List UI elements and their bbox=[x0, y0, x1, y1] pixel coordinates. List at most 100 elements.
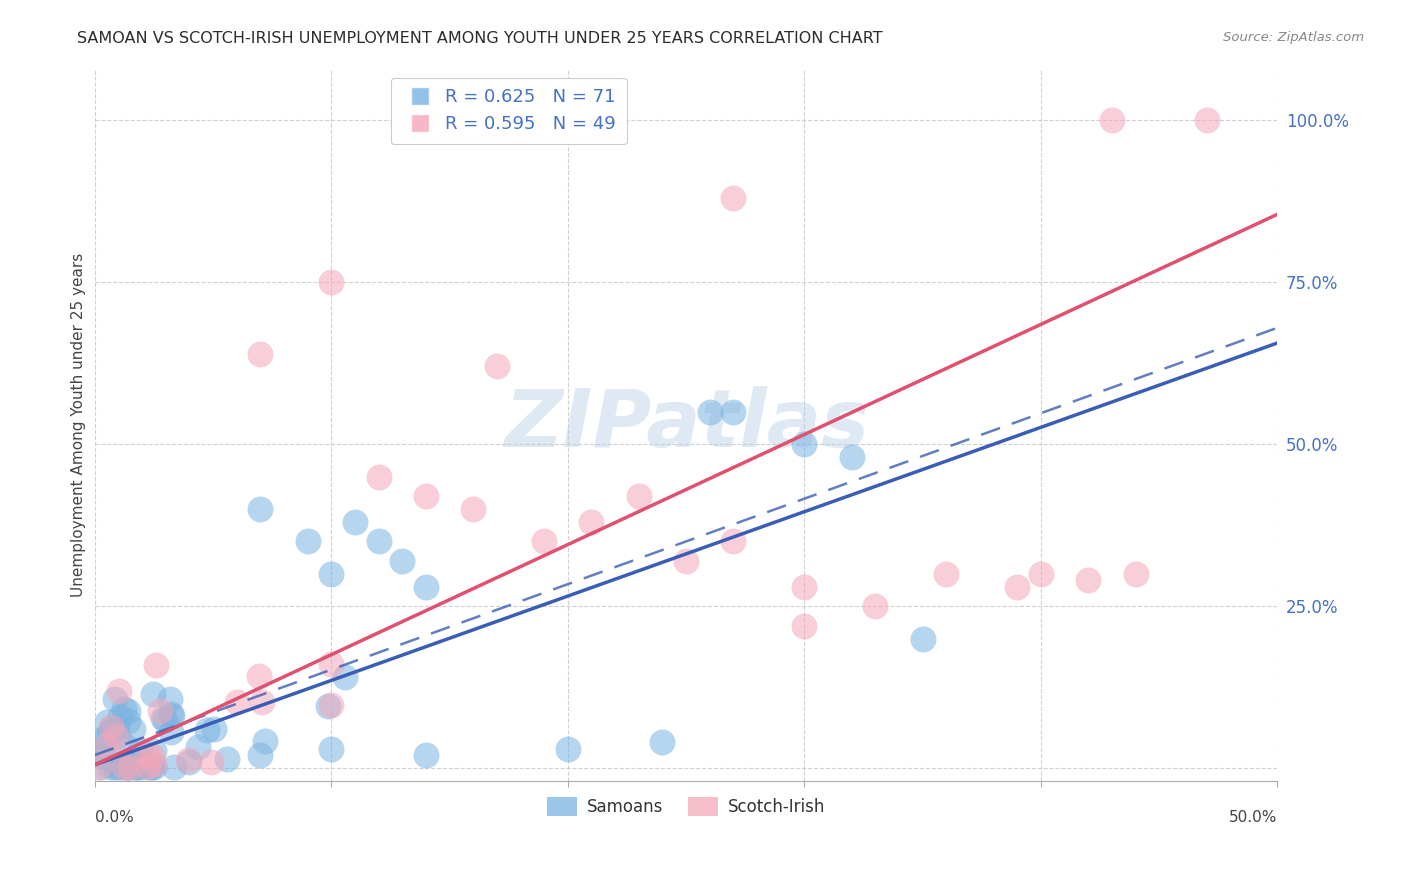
Samoans bbox=[321, 566, 343, 581]
Samoans bbox=[841, 450, 863, 464]
Scotch-Irish bbox=[145, 658, 167, 673]
Scotch-Irish bbox=[485, 359, 508, 374]
Samoans bbox=[139, 760, 162, 774]
Scotch-Irish bbox=[108, 684, 131, 698]
Scotch-Irish bbox=[1077, 573, 1099, 587]
Samoans bbox=[202, 722, 225, 736]
Samoans bbox=[107, 760, 129, 774]
Scotch-Irish bbox=[200, 755, 222, 769]
Scotch-Irish bbox=[1125, 566, 1147, 581]
Scotch-Irish bbox=[321, 698, 343, 713]
Samoans bbox=[94, 731, 117, 745]
Scotch-Irish bbox=[112, 760, 135, 774]
Scotch-Irish bbox=[135, 747, 157, 762]
Samoans bbox=[335, 669, 357, 683]
Scotch-Irish bbox=[463, 502, 485, 516]
Scotch-Irish bbox=[142, 757, 165, 772]
Samoans bbox=[128, 743, 150, 757]
Scotch-Irish bbox=[533, 534, 555, 549]
Scotch-Irish bbox=[149, 704, 172, 718]
Samoans bbox=[163, 760, 186, 774]
Scotch-Irish bbox=[250, 695, 273, 709]
Samoans bbox=[142, 744, 165, 758]
Samoans bbox=[108, 710, 131, 724]
Samoans bbox=[793, 437, 815, 451]
Samoans bbox=[128, 750, 150, 764]
Samoans bbox=[699, 405, 721, 419]
Samoans bbox=[297, 534, 319, 549]
Samoans bbox=[911, 632, 934, 646]
Samoans bbox=[131, 760, 153, 774]
Samoans bbox=[254, 734, 277, 748]
Samoans bbox=[723, 405, 745, 419]
Scotch-Irish bbox=[675, 554, 697, 568]
Scotch-Irish bbox=[321, 275, 343, 289]
Legend: Samoans, Scotch-Irish: Samoans, Scotch-Irish bbox=[540, 790, 832, 822]
Samoans bbox=[124, 760, 146, 774]
Samoans bbox=[155, 713, 177, 727]
Scotch-Irish bbox=[136, 760, 159, 774]
Scotch-Irish bbox=[141, 748, 163, 763]
Scotch-Irish bbox=[415, 489, 437, 503]
Scotch-Irish bbox=[89, 760, 111, 774]
Scotch-Irish bbox=[249, 669, 271, 683]
Scotch-Irish bbox=[100, 720, 122, 734]
Text: Source: ZipAtlas.com: Source: ZipAtlas.com bbox=[1223, 31, 1364, 45]
Samoans bbox=[117, 714, 139, 729]
Scotch-Irish bbox=[367, 469, 389, 483]
Samoans bbox=[127, 760, 149, 774]
Samoans bbox=[179, 755, 201, 769]
Scotch-Irish bbox=[226, 695, 249, 709]
Scotch-Irish bbox=[793, 618, 815, 632]
Samoans bbox=[415, 580, 437, 594]
Samoans bbox=[117, 755, 139, 769]
Scotch-Irish bbox=[581, 515, 603, 529]
Samoans bbox=[651, 735, 673, 749]
Samoans bbox=[98, 760, 121, 774]
Samoans bbox=[139, 760, 162, 774]
Scotch-Irish bbox=[177, 753, 200, 767]
Samoans bbox=[125, 760, 148, 774]
Samoans bbox=[142, 687, 165, 701]
Samoans bbox=[122, 723, 145, 737]
Text: SAMOAN VS SCOTCH-IRISH UNEMPLOYMENT AMONG YOUTH UNDER 25 YEARS CORRELATION CHART: SAMOAN VS SCOTCH-IRISH UNEMPLOYMENT AMON… bbox=[77, 31, 883, 46]
Samoans bbox=[96, 715, 118, 730]
Samoans bbox=[87, 733, 110, 747]
Samoans bbox=[187, 740, 209, 755]
Samoans bbox=[91, 743, 114, 757]
Scotch-Irish bbox=[723, 191, 745, 205]
Samoans bbox=[321, 741, 343, 756]
Scotch-Irish bbox=[104, 729, 127, 743]
Samoans bbox=[391, 554, 413, 568]
Text: 50.0%: 50.0% bbox=[1229, 810, 1278, 824]
Samoans bbox=[110, 760, 132, 774]
Scotch-Irish bbox=[935, 566, 957, 581]
Samoans bbox=[160, 724, 183, 739]
Samoans bbox=[122, 754, 145, 768]
Scotch-Irish bbox=[793, 580, 815, 594]
Samoans bbox=[159, 706, 181, 721]
Samoans bbox=[98, 724, 121, 739]
Samoans bbox=[195, 723, 218, 738]
Scotch-Irish bbox=[96, 738, 118, 752]
Samoans bbox=[249, 748, 271, 763]
Scotch-Irish bbox=[865, 599, 887, 614]
Samoans bbox=[104, 760, 127, 774]
Samoans bbox=[415, 748, 437, 763]
Scotch-Irish bbox=[1101, 113, 1123, 128]
Samoans bbox=[131, 757, 153, 772]
Samoans bbox=[143, 760, 166, 774]
Text: 0.0%: 0.0% bbox=[94, 810, 134, 824]
Scotch-Irish bbox=[249, 346, 271, 360]
Scotch-Irish bbox=[120, 760, 142, 774]
Samoans bbox=[114, 739, 136, 754]
Scotch-Irish bbox=[1029, 566, 1052, 581]
Samoans bbox=[117, 760, 139, 774]
Samoans bbox=[115, 760, 138, 774]
Samoans bbox=[117, 760, 139, 774]
Samoans bbox=[318, 699, 340, 714]
Scotch-Irish bbox=[1195, 113, 1218, 128]
Samoans bbox=[118, 760, 141, 774]
Scotch-Irish bbox=[1007, 580, 1029, 594]
Samoans bbox=[160, 709, 183, 723]
